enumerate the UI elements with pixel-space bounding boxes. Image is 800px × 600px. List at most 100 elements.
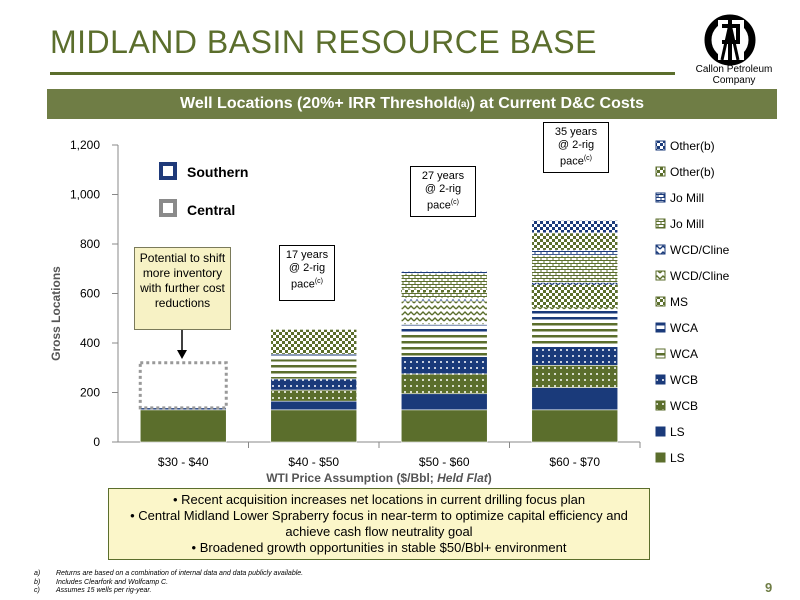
section-banner: Well Locations (20%+ IRR Threshold (a)) a… <box>47 89 777 119</box>
legend-swatch <box>655 166 666 177</box>
bullet-item: Broadened growth opportunities in stable… <box>199 540 567 555</box>
bar-segment <box>400 270 488 275</box>
pace-note-1-line: pace <box>290 278 315 291</box>
bar-segment <box>400 356 488 375</box>
bar-segment <box>531 284 618 308</box>
legend-label: WCD/Cline <box>670 243 730 257</box>
stacked-bar-chart: 0 200 400 600 800 1,000 1,200 Gross Locations $3… <box>49 138 730 485</box>
bar-segment <box>531 249 619 256</box>
banner-suffix: ) at Current D&C Costs <box>469 95 644 112</box>
bar-segment <box>400 334 488 357</box>
legend-swatch <box>655 452 666 463</box>
central-key-box <box>159 199 177 217</box>
bullet-item: Central Midland Lower Spraberry focus in… <box>138 508 628 539</box>
pace-note-2-line: @ 2-rig <box>424 183 462 195</box>
bar-segment <box>400 373 488 395</box>
bar-segment <box>270 378 358 391</box>
potential-note: Potential to shift more inventory with f… <box>134 247 231 330</box>
y-tick-label: 200 <box>80 386 100 400</box>
legend-label: WCD/Cline <box>670 269 730 283</box>
legend-swatch <box>655 374 666 385</box>
y-tick-label: 400 <box>80 336 100 350</box>
footnote-mark: b) <box>34 578 41 586</box>
bar-segment <box>270 389 358 402</box>
x-tick-label: $50 - $60 <box>419 455 470 469</box>
legend-swatch <box>655 348 666 359</box>
legend-swatch <box>655 296 666 307</box>
central-key-label: Central <box>187 202 236 218</box>
legend-label: WCB <box>670 399 698 413</box>
pace-note-1-line: @ 2-rig <box>288 262 326 274</box>
pace-note-3-line: 35 years <box>554 126 598 138</box>
bar-segment <box>400 393 488 411</box>
legend-label: Jo Mill <box>670 191 704 205</box>
bar-segment <box>270 409 358 443</box>
callon-logo <box>704 14 756 66</box>
southern-key-label: Southern <box>187 164 249 180</box>
legend-label: Jo Mill <box>670 217 704 231</box>
pace-note-2-line: 27 years <box>421 170 465 182</box>
legend-swatch <box>655 322 666 333</box>
page-number: 9 <box>765 580 773 595</box>
pace-note-3-sup: (c) <box>583 155 593 162</box>
legend-swatch <box>655 218 666 229</box>
bar-segment <box>400 300 488 325</box>
legend-label: WCB <box>670 373 698 387</box>
y-tick-label: 1,000 <box>70 188 100 202</box>
footnote-mark: c) <box>34 587 40 594</box>
legend-label: WCA <box>670 321 698 335</box>
y-tick-label: 1,200 <box>70 138 100 152</box>
bar-segment <box>270 329 358 355</box>
legend-label: Other(b) <box>670 139 715 153</box>
logo-text: Callon Petroleum Company <box>695 64 773 86</box>
bar-segment <box>531 309 619 323</box>
legend-label: LS <box>670 451 685 465</box>
y-tick-label: 600 <box>80 287 100 301</box>
legend-label: LS <box>670 425 685 439</box>
y-axis-label: Gross Locations <box>49 266 63 361</box>
bar-segment <box>531 254 619 283</box>
bar-segment <box>270 400 358 411</box>
pace-note-2-sup: (c) <box>450 199 460 206</box>
bar-segment <box>531 387 619 411</box>
legend-label: WCA <box>670 347 698 361</box>
legend-swatch <box>655 270 666 281</box>
footnote-text: Assumes 15 wells per rig-year. <box>56 587 152 594</box>
pace-note-1-sup: (c) <box>314 278 324 285</box>
summary-bullets: • Recent acquisition increases net locat… <box>108 488 650 560</box>
bar-segment <box>400 273 488 299</box>
x-tick-label: $30 - $40 <box>158 455 209 469</box>
potential-arrow <box>177 330 187 359</box>
banner-sup: (a) <box>457 98 470 110</box>
x-tick-label: $60 - $70 <box>549 455 600 469</box>
bar-segment <box>531 364 619 388</box>
pace-note-3-line: @ 2-rig <box>557 139 595 151</box>
bar-segment <box>531 346 619 366</box>
bar-segment <box>401 289 488 293</box>
banner-text: Well Locations (20%+ IRR Threshold <box>180 95 458 112</box>
x-axis-label: WTI Price Assumption ($/Bbl; Held Flat) <box>266 471 492 485</box>
footnote-mark: a) <box>34 570 41 577</box>
pace-note-2-line: pace <box>426 199 451 212</box>
legend-swatch <box>655 140 666 151</box>
title-rule <box>50 72 675 75</box>
bar-segment <box>139 409 227 443</box>
bar-segment <box>270 358 358 380</box>
bar-segment <box>531 321 619 348</box>
x-tick-label: $40 - $50 <box>288 455 339 469</box>
legend-label: MS <box>670 295 688 309</box>
bullet-item: Recent acquisition increases net locatio… <box>181 492 586 507</box>
bar-segment <box>270 353 358 360</box>
bar-segment <box>400 409 488 443</box>
legend-swatch <box>655 192 666 203</box>
y-tick-label: 800 <box>80 237 100 251</box>
pace-note-1-line: 17 years <box>285 249 329 261</box>
footnote-text: Includes Clearfork and Wolfcamp C. <box>56 578 169 586</box>
pace-note-3: 35 years @ 2-rig pace(c) <box>543 122 609 173</box>
legend-swatch <box>655 400 666 411</box>
southern-key-box <box>159 162 177 180</box>
pace-note-1: 17 years @ 2-rig pace(c) <box>279 245 335 301</box>
footnotes: a) Returns are based on a combination of … <box>34 570 303 596</box>
bar-segment <box>400 324 488 335</box>
y-tick-label: 0 <box>93 435 100 449</box>
